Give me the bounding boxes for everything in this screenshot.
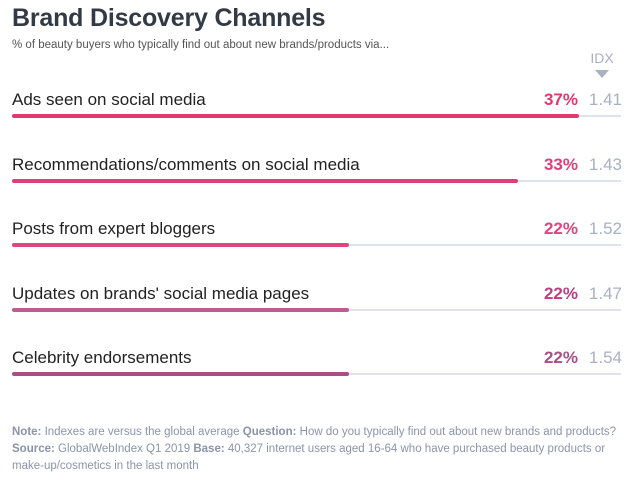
chart-row: Posts from expert bloggers 22% 1.52 [0, 219, 644, 279]
question-text: How do you typically find out about new … [296, 426, 617, 438]
category-label: Celebrity endorsements [12, 348, 192, 367]
bar [12, 243, 350, 247]
value-label: 22% [543, 219, 578, 238]
base-text: 40,327 internet users aged 16-64 who hav… [12, 443, 606, 472]
category-label: Ads seen on social media [12, 90, 206, 109]
source-text: GlobalWebIndex Q1 2019 [54, 443, 194, 455]
note-label: Note: [12, 426, 42, 438]
question-label: Question: [242, 426, 297, 438]
chart-subtitle: % of beauty buyers who typically find ou… [12, 39, 390, 51]
bar [12, 178, 518, 183]
index-value: 1.41 [588, 90, 622, 109]
value-label: 37% [543, 90, 578, 109]
index-value: 1.52 [588, 219, 622, 238]
index-value: 1.47 [588, 283, 622, 303]
bar [12, 307, 350, 312]
base-label: Base: [193, 443, 225, 455]
source-label: Source: [12, 443, 55, 455]
index-column-header: IDX [590, 50, 614, 66]
chart-row: Updates on brands' social media pages 22%… [0, 284, 644, 344]
index-value: 1.43 [588, 154, 622, 174]
sort-down-arrow-icon [595, 70, 609, 78]
chart-row: Ads seen on social media 37% 1.41 [0, 90, 644, 150]
value-label: 22% [543, 348, 578, 367]
category-label: Recommendations/comments on social media [12, 154, 360, 174]
footnote: Note: Indexes are versus the global aver… [12, 424, 627, 475]
value-label: 33% [543, 154, 578, 174]
category-label: Posts from expert bloggers [12, 219, 216, 238]
chart-row: Celebrity endorsements 22% 1.54 [0, 348, 644, 408]
index-value: 1.54 [588, 348, 622, 367]
bar [12, 114, 579, 118]
bar [12, 372, 350, 376]
chart-row: Recommendations/comments on social media… [0, 155, 644, 215]
note-text: Indexes are versus the global average [41, 426, 243, 438]
value-label: 22% [543, 283, 578, 303]
chart-title: Brand Discovery Channels [12, 4, 326, 32]
category-label: Updates on brands' social media pages [12, 283, 310, 303]
